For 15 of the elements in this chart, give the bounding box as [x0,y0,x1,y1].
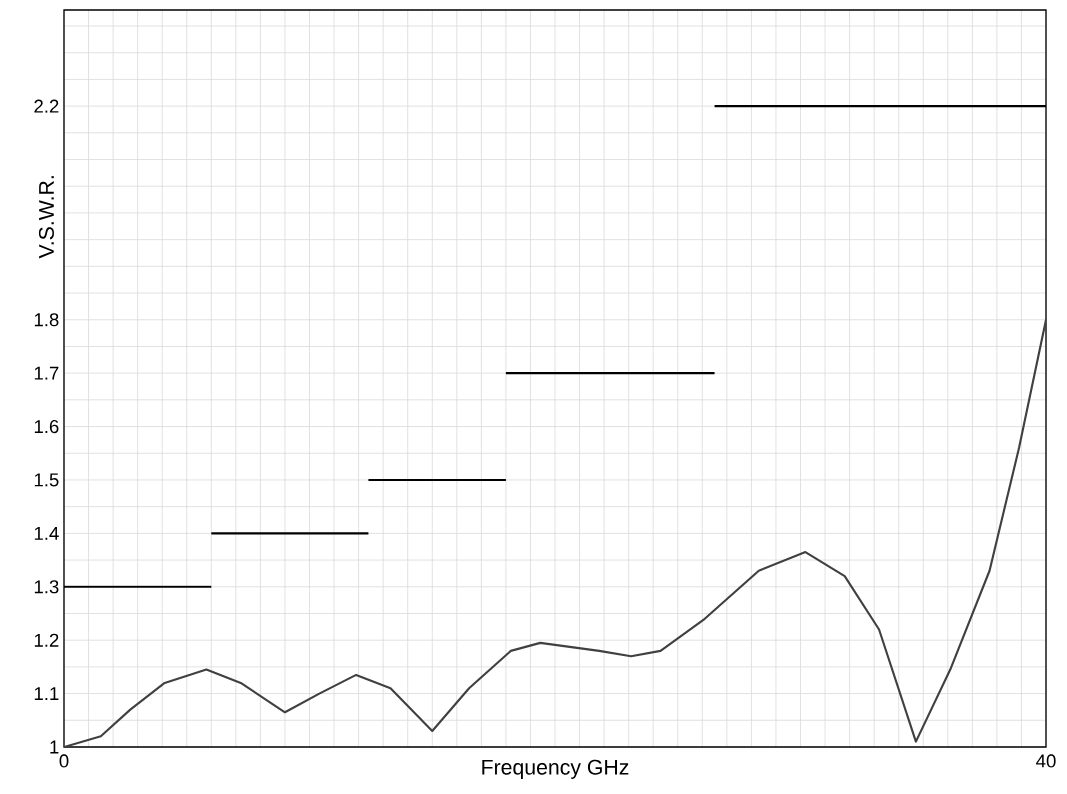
x-tick-label: 40 [1036,754,1056,768]
y-tick-label: 1.7 [34,366,59,380]
y-tick-label: 1.3 [34,580,59,594]
y-axis-title: V.S.W.R. [38,176,54,259]
x-axis-title: Frequency GHz [482,759,629,779]
y-tick-label: 1.6 [34,419,59,434]
y-tick-label: 1.8 [34,313,59,327]
y-tick-label: 2.2 [34,99,59,113]
y-tick-label: 1.2 [34,633,59,647]
y-tick-label: 1.1 [34,687,59,700]
x-tick-label: 0 [59,754,69,768]
y-tick-label: 1 [50,740,59,754]
line-series [64,318,1047,747]
y-tick-label: 1.4 [34,526,59,540]
y-tick-label: 1.5 [34,473,59,487]
